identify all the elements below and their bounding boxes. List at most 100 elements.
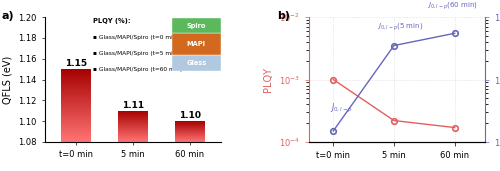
Bar bbox=[175, 137, 204, 138]
Text: $J_{0,l-p}$: $J_{0,l-p}$ bbox=[330, 102, 353, 115]
Bar bbox=[118, 126, 148, 127]
Bar bbox=[62, 82, 91, 83]
Bar bbox=[62, 93, 91, 94]
Bar bbox=[62, 78, 91, 79]
Bar bbox=[118, 116, 148, 117]
Bar bbox=[62, 106, 91, 107]
Bar bbox=[62, 77, 91, 78]
Bar bbox=[62, 137, 91, 138]
Bar bbox=[62, 91, 91, 92]
Text: $J_{0,l-p}$(5 min): $J_{0,l-p}$(5 min) bbox=[377, 21, 424, 33]
Bar bbox=[62, 70, 91, 71]
Bar bbox=[62, 124, 91, 125]
Bar bbox=[62, 140, 91, 141]
Bar bbox=[175, 133, 204, 134]
Bar bbox=[118, 119, 148, 120]
Bar bbox=[175, 127, 204, 128]
Bar bbox=[175, 131, 204, 132]
Bar bbox=[62, 89, 91, 90]
Bar bbox=[118, 128, 148, 129]
Bar bbox=[62, 134, 91, 135]
Bar bbox=[118, 139, 148, 140]
Bar bbox=[62, 102, 91, 103]
Bar bbox=[118, 132, 148, 133]
Bar bbox=[118, 111, 148, 112]
Bar bbox=[62, 103, 91, 104]
Bar bbox=[62, 101, 91, 102]
Bar bbox=[175, 132, 204, 133]
Bar bbox=[62, 98, 91, 99]
Bar bbox=[62, 128, 91, 129]
Bar bbox=[175, 130, 204, 131]
Bar bbox=[62, 113, 91, 114]
Bar bbox=[118, 135, 148, 136]
Bar bbox=[118, 124, 148, 125]
Bar bbox=[118, 140, 148, 141]
Bar bbox=[175, 129, 204, 130]
Bar bbox=[62, 96, 91, 97]
Bar bbox=[62, 84, 91, 85]
Bar bbox=[175, 139, 204, 140]
Bar bbox=[118, 112, 148, 113]
Bar bbox=[118, 134, 148, 135]
Bar bbox=[118, 137, 148, 138]
Bar bbox=[62, 100, 91, 101]
Bar bbox=[62, 110, 91, 111]
Bar bbox=[62, 111, 91, 112]
Bar bbox=[175, 140, 204, 141]
Bar bbox=[62, 121, 91, 122]
Bar bbox=[62, 120, 91, 121]
Bar bbox=[62, 135, 91, 136]
Bar bbox=[62, 94, 91, 95]
Bar bbox=[118, 115, 148, 116]
Bar bbox=[118, 113, 148, 114]
Bar bbox=[62, 69, 91, 70]
Bar bbox=[118, 133, 148, 134]
Text: a): a) bbox=[1, 11, 14, 21]
Bar bbox=[175, 121, 204, 122]
Bar bbox=[62, 136, 91, 137]
Text: ▪ Glass/MAPI/Spiro (t=0 min)= 0.100 %: ▪ Glass/MAPI/Spiro (t=0 min)= 0.100 % bbox=[92, 35, 210, 40]
Bar bbox=[118, 114, 148, 115]
Bar bbox=[62, 125, 91, 126]
Bar bbox=[175, 134, 204, 135]
Bar bbox=[62, 138, 91, 139]
Bar bbox=[118, 129, 148, 130]
Bar bbox=[62, 92, 91, 93]
Bar bbox=[62, 114, 91, 115]
Bar bbox=[62, 87, 91, 88]
Y-axis label: QFLS (eV): QFLS (eV) bbox=[2, 55, 12, 104]
Bar bbox=[62, 83, 91, 84]
Text: 1.15: 1.15 bbox=[65, 59, 88, 68]
Bar bbox=[62, 112, 91, 113]
Bar bbox=[118, 123, 148, 124]
Bar bbox=[62, 116, 91, 117]
Text: b): b) bbox=[278, 11, 290, 21]
Bar bbox=[62, 76, 91, 77]
Bar bbox=[118, 127, 148, 128]
Bar bbox=[175, 135, 204, 136]
Bar bbox=[118, 131, 148, 132]
Bar bbox=[118, 122, 148, 123]
Bar bbox=[118, 118, 148, 119]
Bar bbox=[175, 122, 204, 123]
Text: 1.11: 1.11 bbox=[122, 101, 144, 110]
Bar bbox=[62, 71, 91, 72]
Bar bbox=[118, 125, 148, 126]
Bar bbox=[62, 132, 91, 133]
Text: PLQY (%):: PLQY (%): bbox=[92, 18, 130, 24]
Bar bbox=[175, 126, 204, 127]
Bar bbox=[62, 123, 91, 124]
Text: ▪ Glass/MAPI/Spiro (t=60 min)= 0.017 %: ▪ Glass/MAPI/Spiro (t=60 min)= 0.017 % bbox=[92, 67, 213, 72]
Bar bbox=[118, 138, 148, 139]
Bar bbox=[62, 74, 91, 75]
Bar bbox=[118, 136, 148, 137]
Bar bbox=[62, 86, 91, 87]
Bar bbox=[62, 119, 91, 120]
Bar bbox=[62, 73, 91, 74]
Bar bbox=[62, 129, 91, 130]
Bar bbox=[62, 139, 91, 140]
Bar bbox=[175, 125, 204, 126]
Bar bbox=[175, 128, 204, 129]
Bar bbox=[175, 124, 204, 125]
